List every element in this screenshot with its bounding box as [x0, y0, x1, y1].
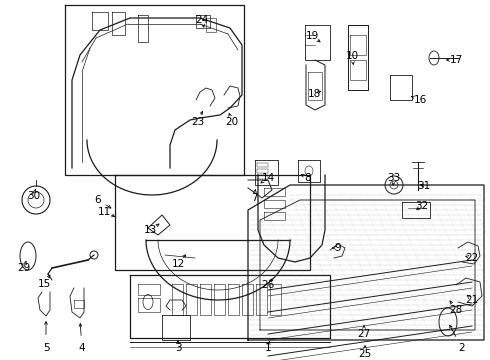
Text: 19: 19	[305, 31, 318, 41]
Text: 32: 32	[416, 201, 429, 211]
Text: 5: 5	[43, 343, 49, 353]
Text: 29: 29	[17, 263, 31, 273]
Text: 15: 15	[37, 279, 50, 289]
Text: 9: 9	[335, 243, 342, 253]
Text: 20: 20	[225, 117, 239, 127]
Text: 2: 2	[459, 343, 466, 353]
Text: 16: 16	[414, 95, 427, 105]
Text: 11: 11	[98, 207, 111, 217]
Text: 10: 10	[345, 51, 359, 61]
Text: 8: 8	[305, 173, 311, 183]
Text: 31: 31	[417, 181, 431, 191]
Text: 4: 4	[79, 343, 85, 353]
Text: 7: 7	[251, 193, 257, 203]
Text: 27: 27	[357, 329, 370, 339]
Text: 21: 21	[466, 295, 479, 305]
Text: 18: 18	[307, 89, 320, 99]
Text: 14: 14	[261, 173, 274, 183]
Text: 30: 30	[27, 191, 41, 201]
Text: 23: 23	[192, 117, 205, 127]
Text: 1: 1	[265, 343, 271, 353]
Text: 6: 6	[95, 195, 101, 205]
Text: 13: 13	[144, 225, 157, 235]
Text: 22: 22	[466, 253, 479, 263]
Text: 28: 28	[449, 305, 463, 315]
Text: 24: 24	[196, 15, 209, 25]
Text: 3: 3	[175, 343, 181, 353]
Text: 17: 17	[449, 55, 463, 65]
Text: 25: 25	[358, 349, 371, 359]
Text: 26: 26	[261, 280, 274, 290]
Text: 33: 33	[388, 173, 401, 183]
Text: 12: 12	[172, 259, 185, 269]
